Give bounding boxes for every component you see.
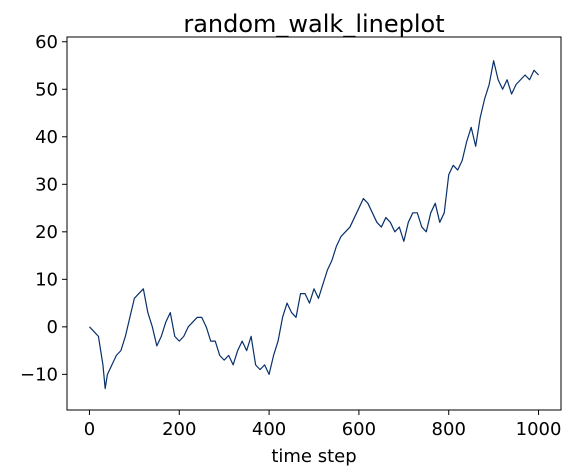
series-line-0 [89,60,539,390]
x-tick-label: 800 [432,419,466,440]
y-tick-label: −10 [20,364,58,385]
chart-title: random_walk_lineplot [183,10,444,38]
y-tick-label: 40 [35,127,58,148]
plot-area [66,36,562,411]
plot-frame [66,36,562,411]
x-tick-label: 200 [162,419,196,440]
y-tick-label: 20 [35,222,58,243]
y-tick-label: 10 [35,269,58,290]
x-tick-label: 1000 [516,419,562,440]
y-tick-label: 0 [47,317,58,338]
y-tick-label: 50 [35,79,58,100]
x-tick-label: 400 [252,419,286,440]
y-axis: −10 0 10 20 30 40 50 60 [20,32,67,385]
y-tick-label: 60 [35,32,58,53]
x-axis: 0 200 400 600 800 1000 [84,410,562,440]
y-tick-label: 30 [35,174,58,195]
x-tick-label: 600 [342,419,376,440]
x-axis-label: time step [271,446,356,467]
x-tick-label: 0 [84,419,95,440]
